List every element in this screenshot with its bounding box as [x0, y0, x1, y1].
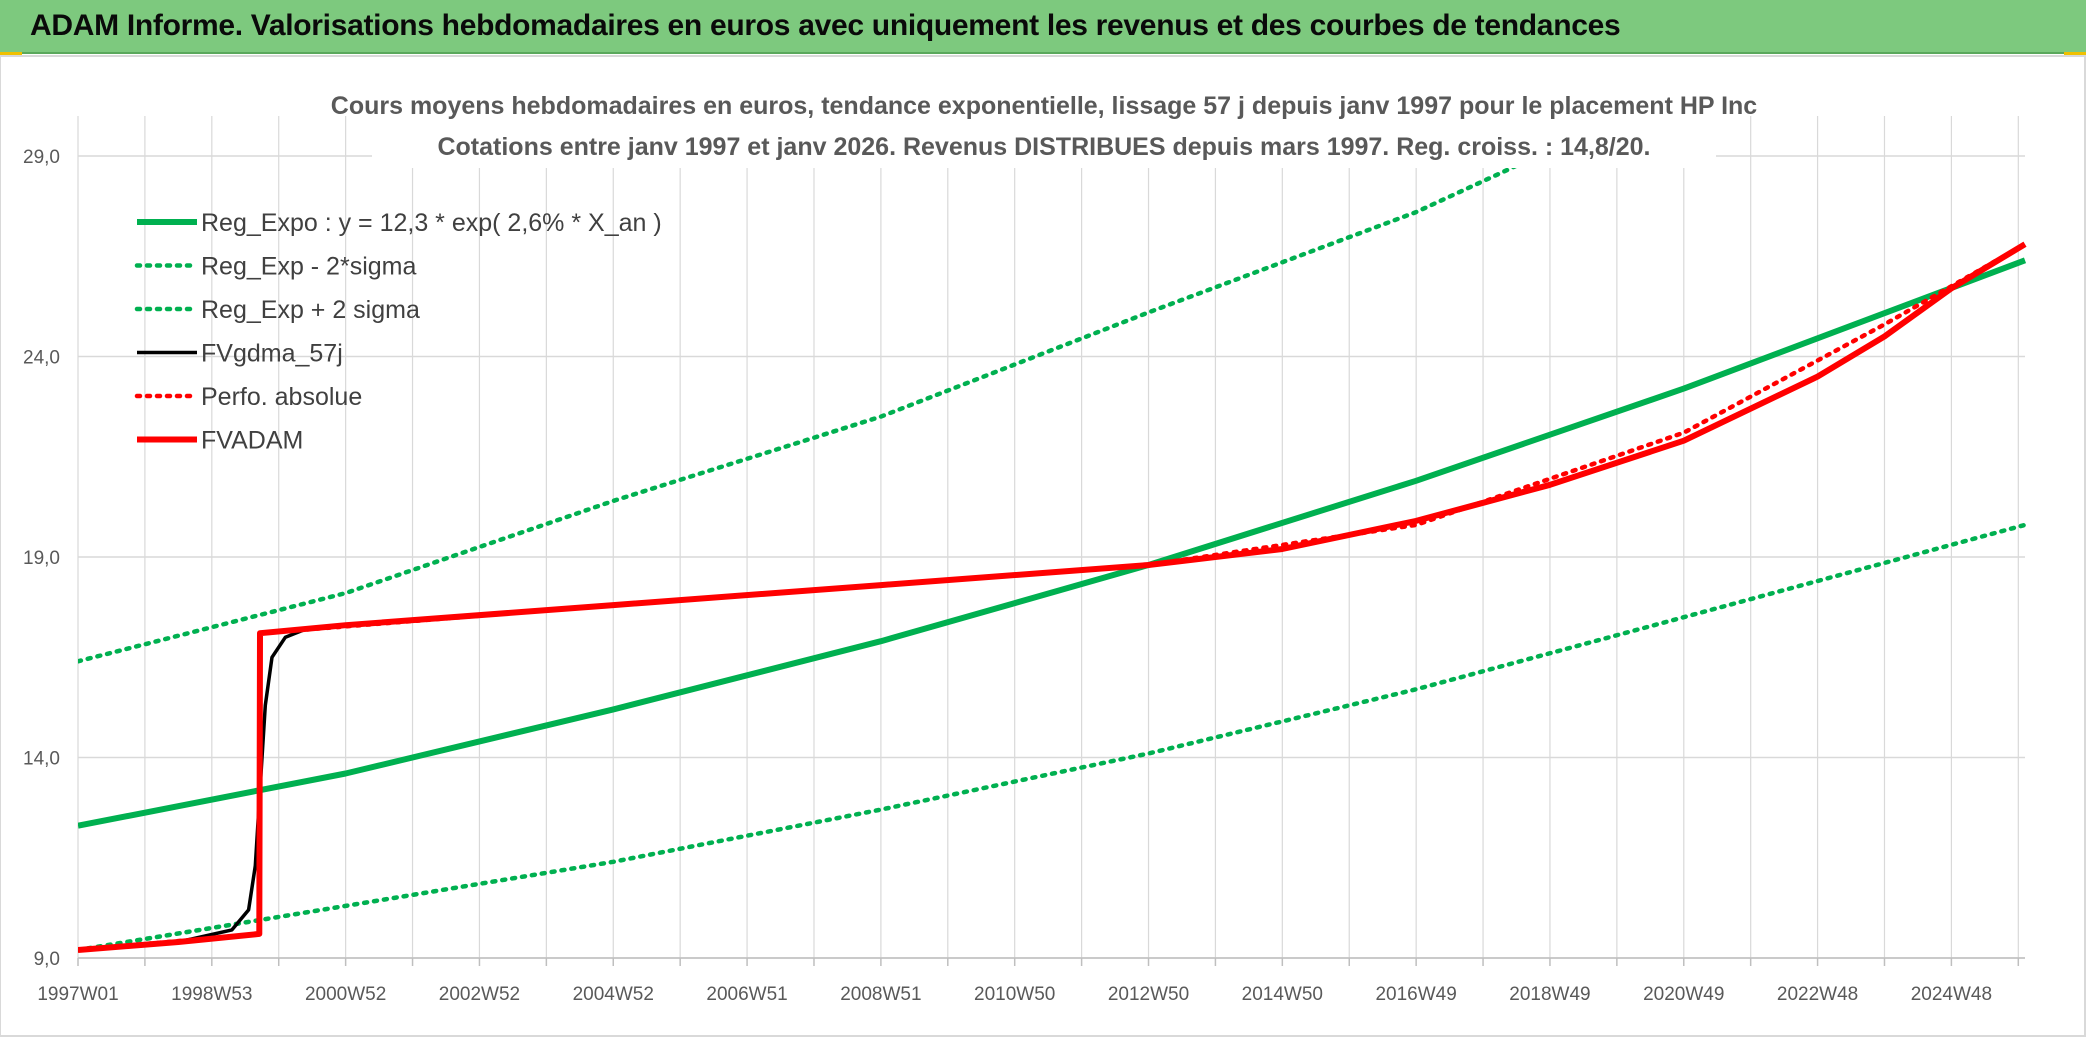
- x-tick-label: 2018W49: [1509, 984, 1590, 1005]
- x-tick-label: 2024W48: [1911, 984, 1992, 1005]
- legend-label: FVADAM: [201, 427, 303, 455]
- legend-label: Perfo. absolue: [201, 383, 362, 411]
- y-tick-label: 19,0: [23, 548, 60, 569]
- x-tick-label: 2016W49: [1375, 984, 1456, 1005]
- chart-title: Cours moyens hebdomadaires en euros, ten…: [331, 92, 1758, 120]
- x-tick-label: 1998W53: [171, 984, 252, 1005]
- series-line-5: [78, 241, 2027, 953]
- legend-label: FVgdma_57j: [201, 340, 343, 368]
- x-tick-label: 2010W50: [974, 984, 1055, 1005]
- x-tick-label: 2004W52: [573, 984, 654, 1005]
- line-chart: 9,0 14,0 19,0 24,0 29,0 1997W01 1998W53 2000W52…: [0, 55, 2086, 1037]
- y-tick-label: 29,0: [23, 147, 60, 168]
- x-tick-label: 2014W50: [1242, 984, 1323, 1005]
- legend-label: Reg_Exp + 2 sigma: [201, 296, 420, 324]
- series-line-1: [78, 522, 2028, 953]
- legend-label: Reg_Expo : y = 12,3 * exp( 2,6% * X_an ): [201, 209, 662, 237]
- x-tick-label: 2000W52: [305, 984, 386, 1005]
- title-background: [372, 86, 1716, 168]
- x-tick-label: 2008W51: [840, 984, 921, 1005]
- chart-subtitle: Cotations entre janv 1997 et janv 2026. …: [437, 133, 1650, 161]
- legend-label: Reg_Exp - 2*sigma: [201, 253, 416, 281]
- x-tick-label: 2022W48: [1777, 984, 1858, 1005]
- chart-title-block: Cours moyens hebdomadaires en euros, ten…: [331, 86, 1758, 168]
- report-header: ADAM Informe. Valorisations hebdomadaire…: [0, 0, 2086, 54]
- x-tick-label: 2002W52: [439, 984, 520, 1005]
- x-tick-label: 2012W50: [1108, 984, 1189, 1005]
- y-tick-label: 24,0: [23, 348, 60, 369]
- x-tick-label: 2006W51: [706, 984, 787, 1005]
- x-tick-label: 2020W49: [1643, 984, 1724, 1005]
- y-tick-label: 9,0: [34, 949, 60, 970]
- chart-frame: [0, 55, 2086, 1037]
- legend: Reg_Expo : y = 12,3 * exp( 2,6% * X_an )…: [134, 209, 662, 455]
- axes: 9,0 14,0 19,0 24,0 29,0 1997W01 1998W53 2000W52…: [23, 147, 2025, 1005]
- y-tick-label: 14,0: [23, 749, 60, 770]
- series-line-0: [78, 257, 2027, 829]
- x-tick-label: 1997W01: [37, 984, 118, 1005]
- report-title: ADAM Informe. Valorisations hebdomadaire…: [30, 9, 1621, 42]
